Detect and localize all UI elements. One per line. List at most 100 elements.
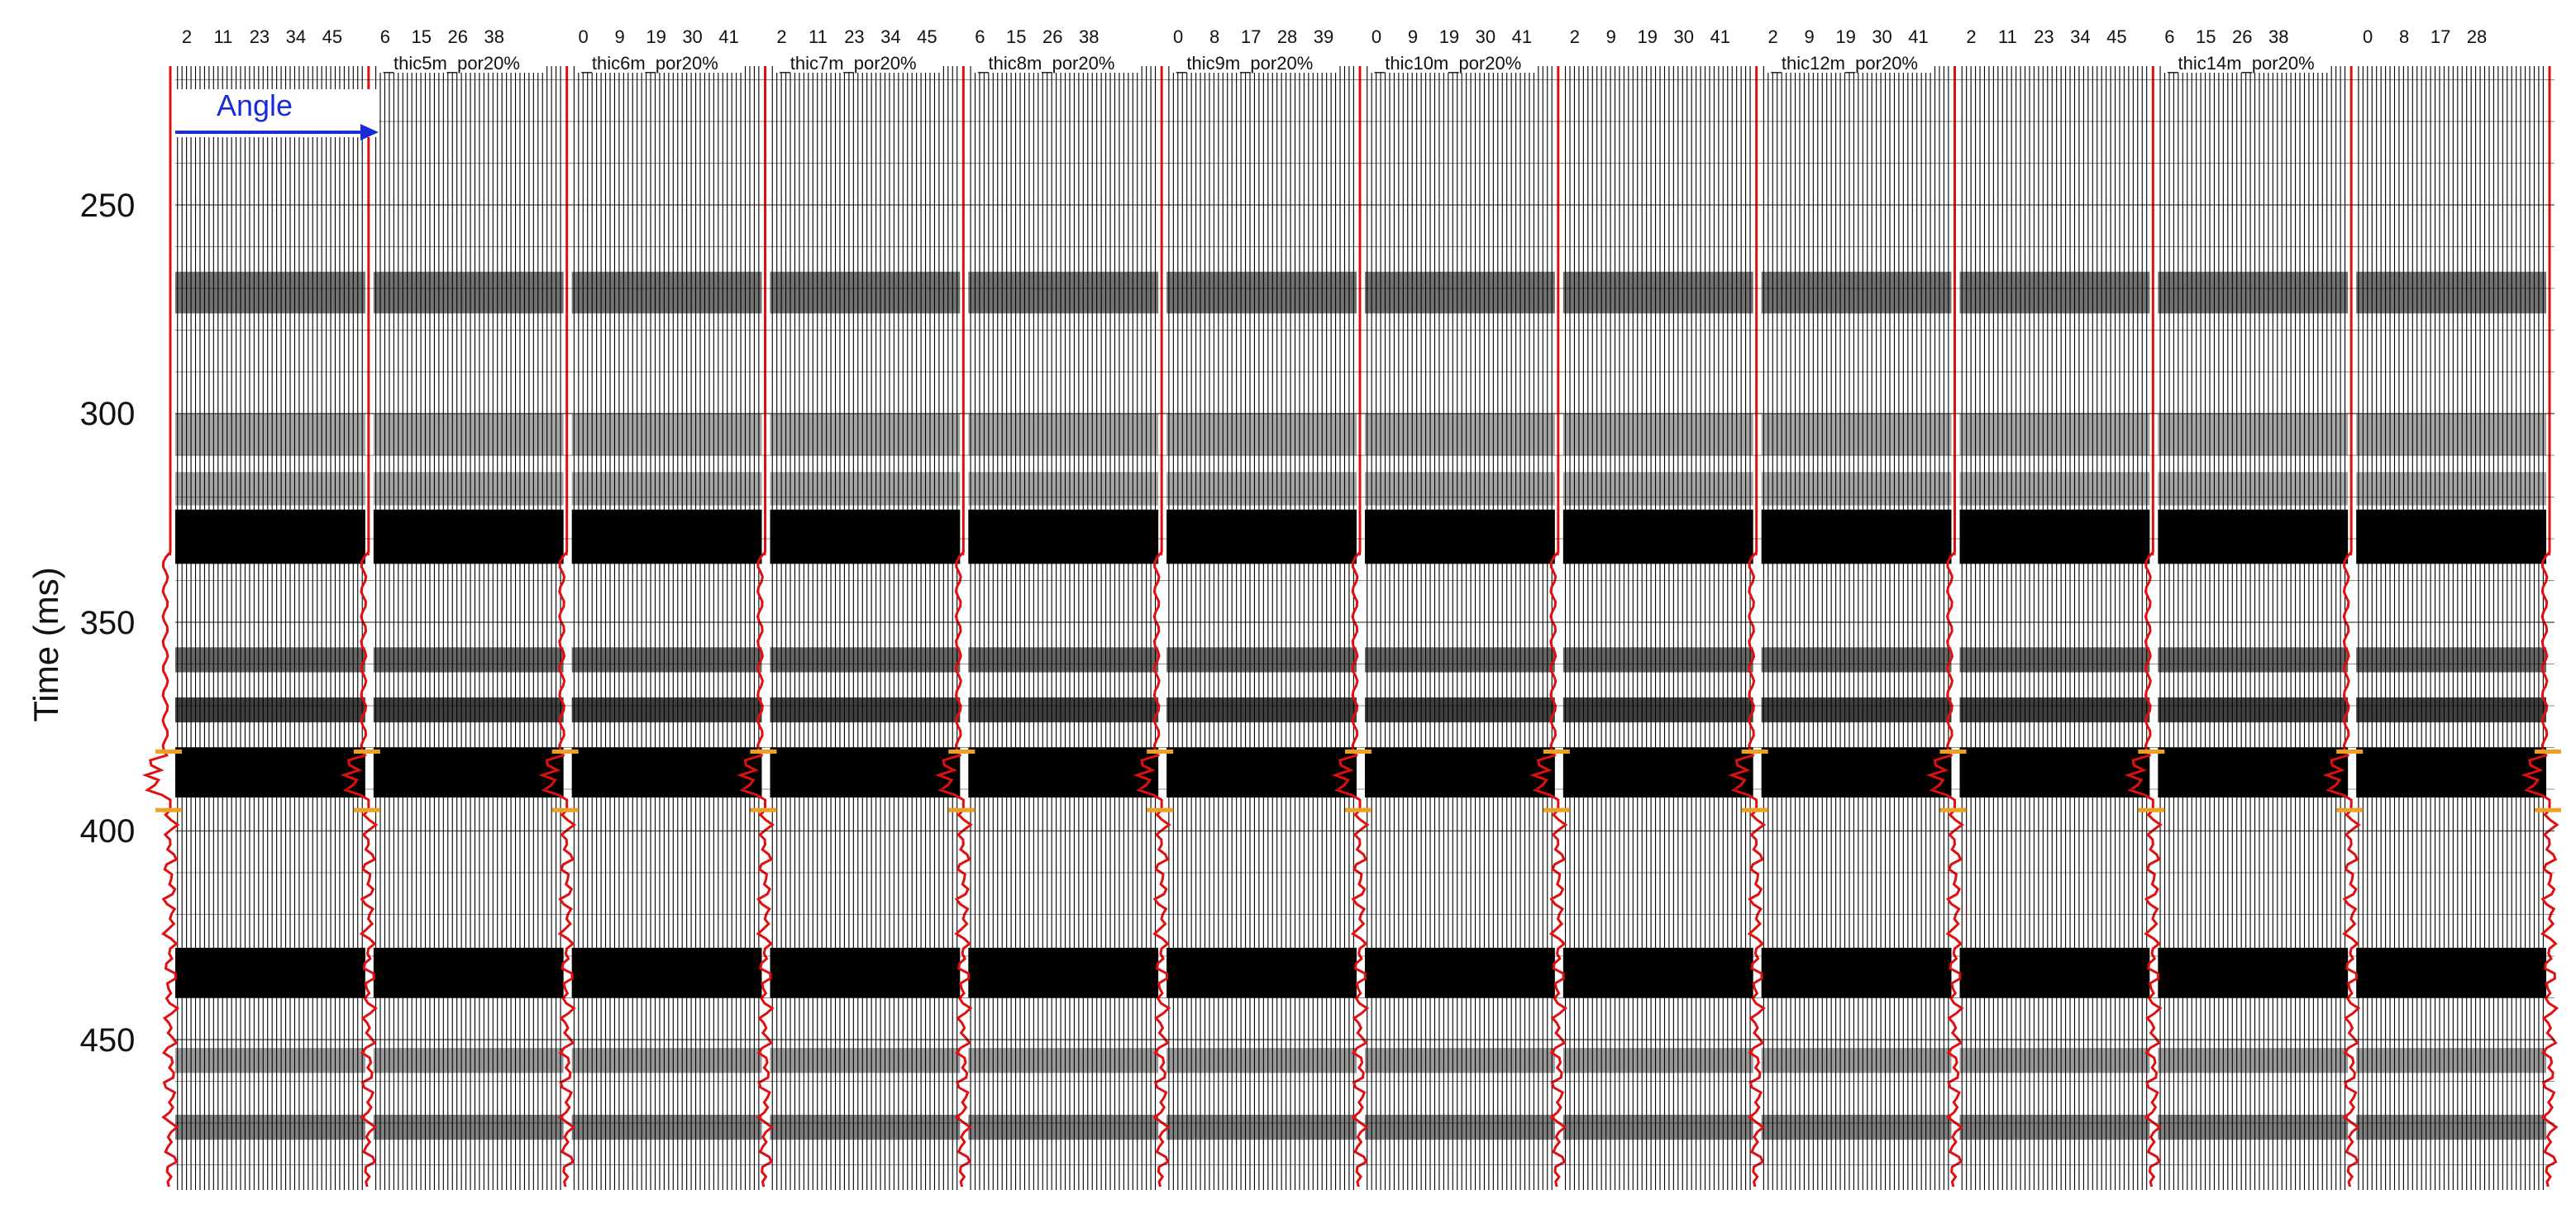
angle-tick-label: 23 — [844, 26, 864, 47]
reflection-event — [1166, 1114, 1360, 1140]
reflection-event — [1562, 647, 1757, 673]
reflection-event — [1562, 697, 1757, 723]
reflection-event — [2158, 647, 2352, 673]
panel-label-background — [1369, 51, 1535, 73]
reflection-event — [2158, 1048, 2352, 1073]
reflection-event — [175, 747, 369, 798]
angle-tick-label: 34 — [286, 26, 306, 47]
angle-tick-label: 19 — [1439, 26, 1459, 47]
reflection-event — [1959, 697, 2154, 723]
reflection-event — [770, 697, 964, 723]
reflection-event — [2356, 747, 2550, 798]
reflection-event — [770, 747, 964, 798]
panel-11-traces — [2158, 66, 2359, 1190]
reflection-event — [571, 413, 766, 455]
reflection-event — [571, 697, 766, 723]
reflection-event — [1761, 472, 1955, 506]
reflection-event — [1959, 413, 2154, 455]
reflection-event — [968, 1048, 1162, 1073]
panel-label-background — [576, 51, 742, 73]
angle-tick-label: 26 — [2232, 26, 2252, 47]
reflection-event — [2356, 271, 2550, 314]
reflection-event — [571, 1114, 766, 1140]
reflection-event — [571, 647, 766, 673]
reflection-event — [175, 947, 369, 998]
panel-label-background — [2163, 51, 2329, 73]
panel-label: _thic12m_por20% — [1771, 53, 1918, 74]
angle-tick-label: 45 — [2106, 26, 2126, 47]
reflection-event — [1365, 947, 1558, 998]
panel-label-background — [973, 51, 1139, 73]
angle-tick-label: 28 — [1277, 26, 1297, 47]
reflection-event — [373, 1114, 567, 1140]
reflection-event — [1562, 747, 1757, 798]
reflection-event — [1365, 271, 1558, 314]
angle-tick-label: 30 — [1872, 26, 1891, 47]
reflection-event — [1166, 647, 1360, 673]
reflection-event — [373, 413, 567, 455]
angle-tick-label: 17 — [2431, 26, 2450, 47]
reflection-event — [571, 947, 766, 998]
reflection-event — [1166, 472, 1360, 506]
time-tick-300: 300 — [80, 396, 136, 432]
angle-tick-label: 0 — [579, 26, 589, 47]
reflection-event — [1562, 413, 1757, 455]
reflection-event — [2356, 947, 2550, 998]
angle-tick-label: 11 — [214, 26, 233, 47]
reflection-event — [770, 509, 964, 564]
reflection-event — [968, 747, 1162, 798]
reflection-event — [770, 472, 964, 506]
panel-label: _thic9m_por20% — [1176, 53, 1313, 74]
reflection-event — [373, 472, 567, 506]
reflection-event — [1959, 1048, 2154, 1073]
panel-label: _thic8m_por20% — [977, 53, 1114, 74]
panel-label: _thic6m_por20% — [581, 53, 718, 74]
angle-tick-label: 15 — [412, 26, 432, 47]
reflection-event — [770, 1114, 964, 1140]
angle-tick-label: 45 — [917, 26, 937, 47]
reflection-event — [1166, 271, 1360, 314]
reflection-event — [175, 509, 369, 564]
reflection-event — [968, 1114, 1162, 1140]
reflection-event — [968, 271, 1162, 314]
angle-tick-label: 38 — [2268, 26, 2288, 47]
reflection-event — [1761, 271, 1955, 314]
angle-tick-label: 19 — [1638, 26, 1658, 47]
well-log-curves — [141, 66, 2561, 1188]
reflection-event — [1562, 1048, 1757, 1073]
reflection-event — [1365, 747, 1558, 798]
angle-tick-label: 26 — [448, 26, 468, 47]
reflection-event — [770, 413, 964, 455]
angle-tick-label: 9 — [1606, 26, 1616, 47]
reflection-event — [968, 413, 1162, 455]
reflection-event — [373, 697, 567, 723]
angle-tick-label: 9 — [1805, 26, 1815, 47]
reflection-event — [1959, 747, 2154, 798]
angle-tick-label: 41 — [1512, 26, 1532, 47]
seismic-traces — [175, 66, 2556, 1190]
time-tick-450: 450 — [80, 1022, 136, 1059]
reflection-event — [373, 647, 567, 673]
angle-tick-label: 26 — [1042, 26, 1062, 47]
reflection-event — [1959, 509, 2154, 564]
angle-tick-label: 6 — [380, 26, 390, 47]
angle-annotation-text: Angle — [217, 88, 293, 122]
reflection-event — [571, 472, 766, 506]
reflection-event — [373, 509, 567, 564]
time-tick-400: 400 — [80, 813, 136, 850]
angle-tick-label: 17 — [1241, 26, 1261, 47]
panel-label: _thic10m_por20% — [1374, 53, 1521, 74]
reflection-event — [2356, 413, 2550, 455]
reflection-event — [571, 271, 766, 314]
reflection-event — [968, 697, 1162, 723]
reflection-event — [1365, 1048, 1558, 1073]
reflection-event — [2356, 697, 2550, 723]
angle-tick-label: 34 — [2070, 26, 2090, 47]
angle-tick-label: 0 — [2363, 26, 2373, 47]
angle-tick-label: 23 — [2034, 26, 2054, 47]
reflection-event — [1959, 1114, 2154, 1140]
angle-tick-label: 41 — [1710, 26, 1729, 47]
reflection-event — [175, 697, 369, 723]
reflection-event — [1365, 1114, 1558, 1140]
angle-tick-label: 30 — [682, 26, 702, 47]
